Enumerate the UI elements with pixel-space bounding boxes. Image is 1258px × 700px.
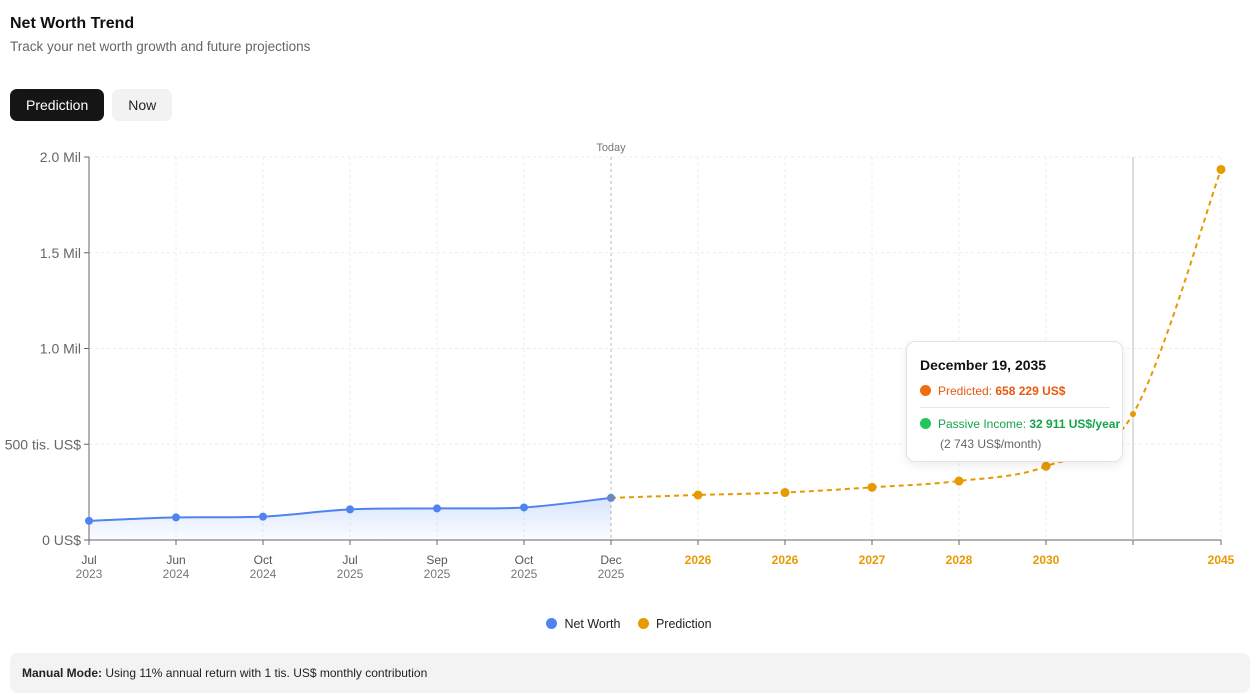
tab-now[interactable]: Now <box>112 89 173 121</box>
x-tick-label-year: 2024 <box>250 567 277 581</box>
view-tabs: Prediction Now <box>10 89 173 121</box>
x-tick-label-year: 2025 <box>337 567 364 581</box>
x-tick-label-prediction: 2028 <box>946 553 973 567</box>
legend-item-prediction[interactable]: Prediction <box>637 617 712 631</box>
mode-label: Manual Mode: <box>22 666 102 680</box>
y-tick-label: 500 tis. US$ <box>5 436 81 452</box>
tooltip-divider <box>920 407 1110 408</box>
mode-text: Using 11% annual return with 1 tis. US$ … <box>102 666 428 680</box>
tooltip-predicted-row: Predicted: 658 229 US$ <box>920 384 1065 398</box>
prediction-line <box>610 169 1222 499</box>
chart-tooltip: December 19, 2035 Predicted: 658 229 US$… <box>906 341 1123 462</box>
y-tick-label: 1.5 Mil <box>40 245 81 261</box>
tooltip-predicted-label: Predicted: <box>938 384 996 398</box>
page-title: Net Worth Trend <box>10 15 135 32</box>
y-tick-label: 0 US$ <box>42 532 81 548</box>
y-tick-label: 2.0 Mil <box>40 149 81 165</box>
x-tick-label-month: Jul <box>342 553 357 567</box>
net-worth-point <box>259 512 267 521</box>
y-tick-label: 1.0 Mil <box>40 341 81 357</box>
x-tick-label-year: 2025 <box>424 567 451 581</box>
x-tick-label-month: Jul <box>81 553 96 567</box>
net-worth-point <box>346 505 354 514</box>
x-tick-label-month: Oct <box>254 553 273 567</box>
legend-label-prediction: Prediction <box>655 617 712 631</box>
prediction-point <box>693 490 703 500</box>
net-worth-chart: 0 US$ 500 tis. US$ 1.0 Mil 1.5 Mil 2.0 Mil To… <box>5 142 1235 581</box>
tooltip-passive-row: Passive Income: 32 911 US$/year <box>920 417 1120 431</box>
x-tick-label-prediction: 2045 <box>1208 553 1235 567</box>
x-tick-label-year: 2025 <box>511 567 538 581</box>
x-tick-label-year: 2023 <box>76 567 103 581</box>
x-tick-label-month: Sep <box>426 553 448 567</box>
prediction-point <box>867 482 877 492</box>
net-worth-point <box>433 504 441 513</box>
today-label: Today <box>596 142 626 154</box>
x-tick-label-prediction: 2026 <box>772 553 799 567</box>
chart-legend: Net Worth Prediction <box>0 617 1258 631</box>
tooltip-passive-value: 32 911 US$/year <box>1029 417 1121 431</box>
net-worth-point <box>607 493 615 502</box>
net-worth-legend-icon <box>546 618 558 629</box>
prediction-point <box>1041 461 1051 471</box>
prediction-point <box>954 476 964 486</box>
x-tick-label-prediction: 2030 <box>1033 553 1060 567</box>
x-tick-label-prediction: 2026 <box>685 553 712 567</box>
prediction-legend-icon <box>637 618 649 629</box>
page-subtitle: Track your net worth growth and future p… <box>10 39 311 54</box>
net-worth-point <box>520 503 528 512</box>
passive-dot-icon <box>920 418 931 429</box>
predicted-dot-icon <box>920 385 931 396</box>
x-tick-label-prediction: 2027 <box>859 553 886 567</box>
legend-item-net-worth[interactable]: Net Worth <box>546 617 620 631</box>
prediction-point <box>1130 410 1136 417</box>
mode-note: Manual Mode: Using 11% annual return wit… <box>10 653 1250 693</box>
prediction-point <box>1216 164 1226 174</box>
tooltip-predicted-value: 658 229 US$ <box>995 384 1066 398</box>
tooltip-date: December 19, 2035 <box>920 357 1047 373</box>
x-tick-label-year: 2025 <box>598 567 625 581</box>
tooltip-monthly: (2 743 US$/month) <box>940 437 1042 451</box>
x-tick-label-month: Oct <box>515 553 534 567</box>
legend-label-net-worth: Net Worth <box>564 617 621 631</box>
tooltip-passive-label: Passive Income: <box>938 417 1030 431</box>
tab-prediction[interactable]: Prediction <box>10 89 105 121</box>
net-worth-area <box>89 497 611 540</box>
x-tick-label-month: Jun <box>166 553 185 567</box>
x-tick-label-month: Dec <box>600 553 621 567</box>
prediction-point <box>780 488 790 498</box>
x-tick-label-year: 2024 <box>163 567 190 581</box>
net-worth-point <box>85 516 93 525</box>
net-worth-point <box>172 513 180 522</box>
